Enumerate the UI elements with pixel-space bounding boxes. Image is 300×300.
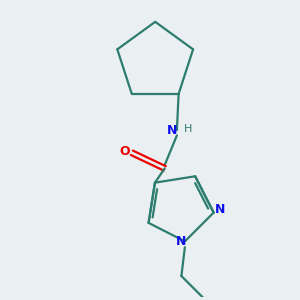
Text: O: O xyxy=(119,145,130,158)
Text: N: N xyxy=(215,203,225,216)
Text: N: N xyxy=(176,235,186,248)
Text: N: N xyxy=(167,124,177,137)
Text: H: H xyxy=(184,124,192,134)
